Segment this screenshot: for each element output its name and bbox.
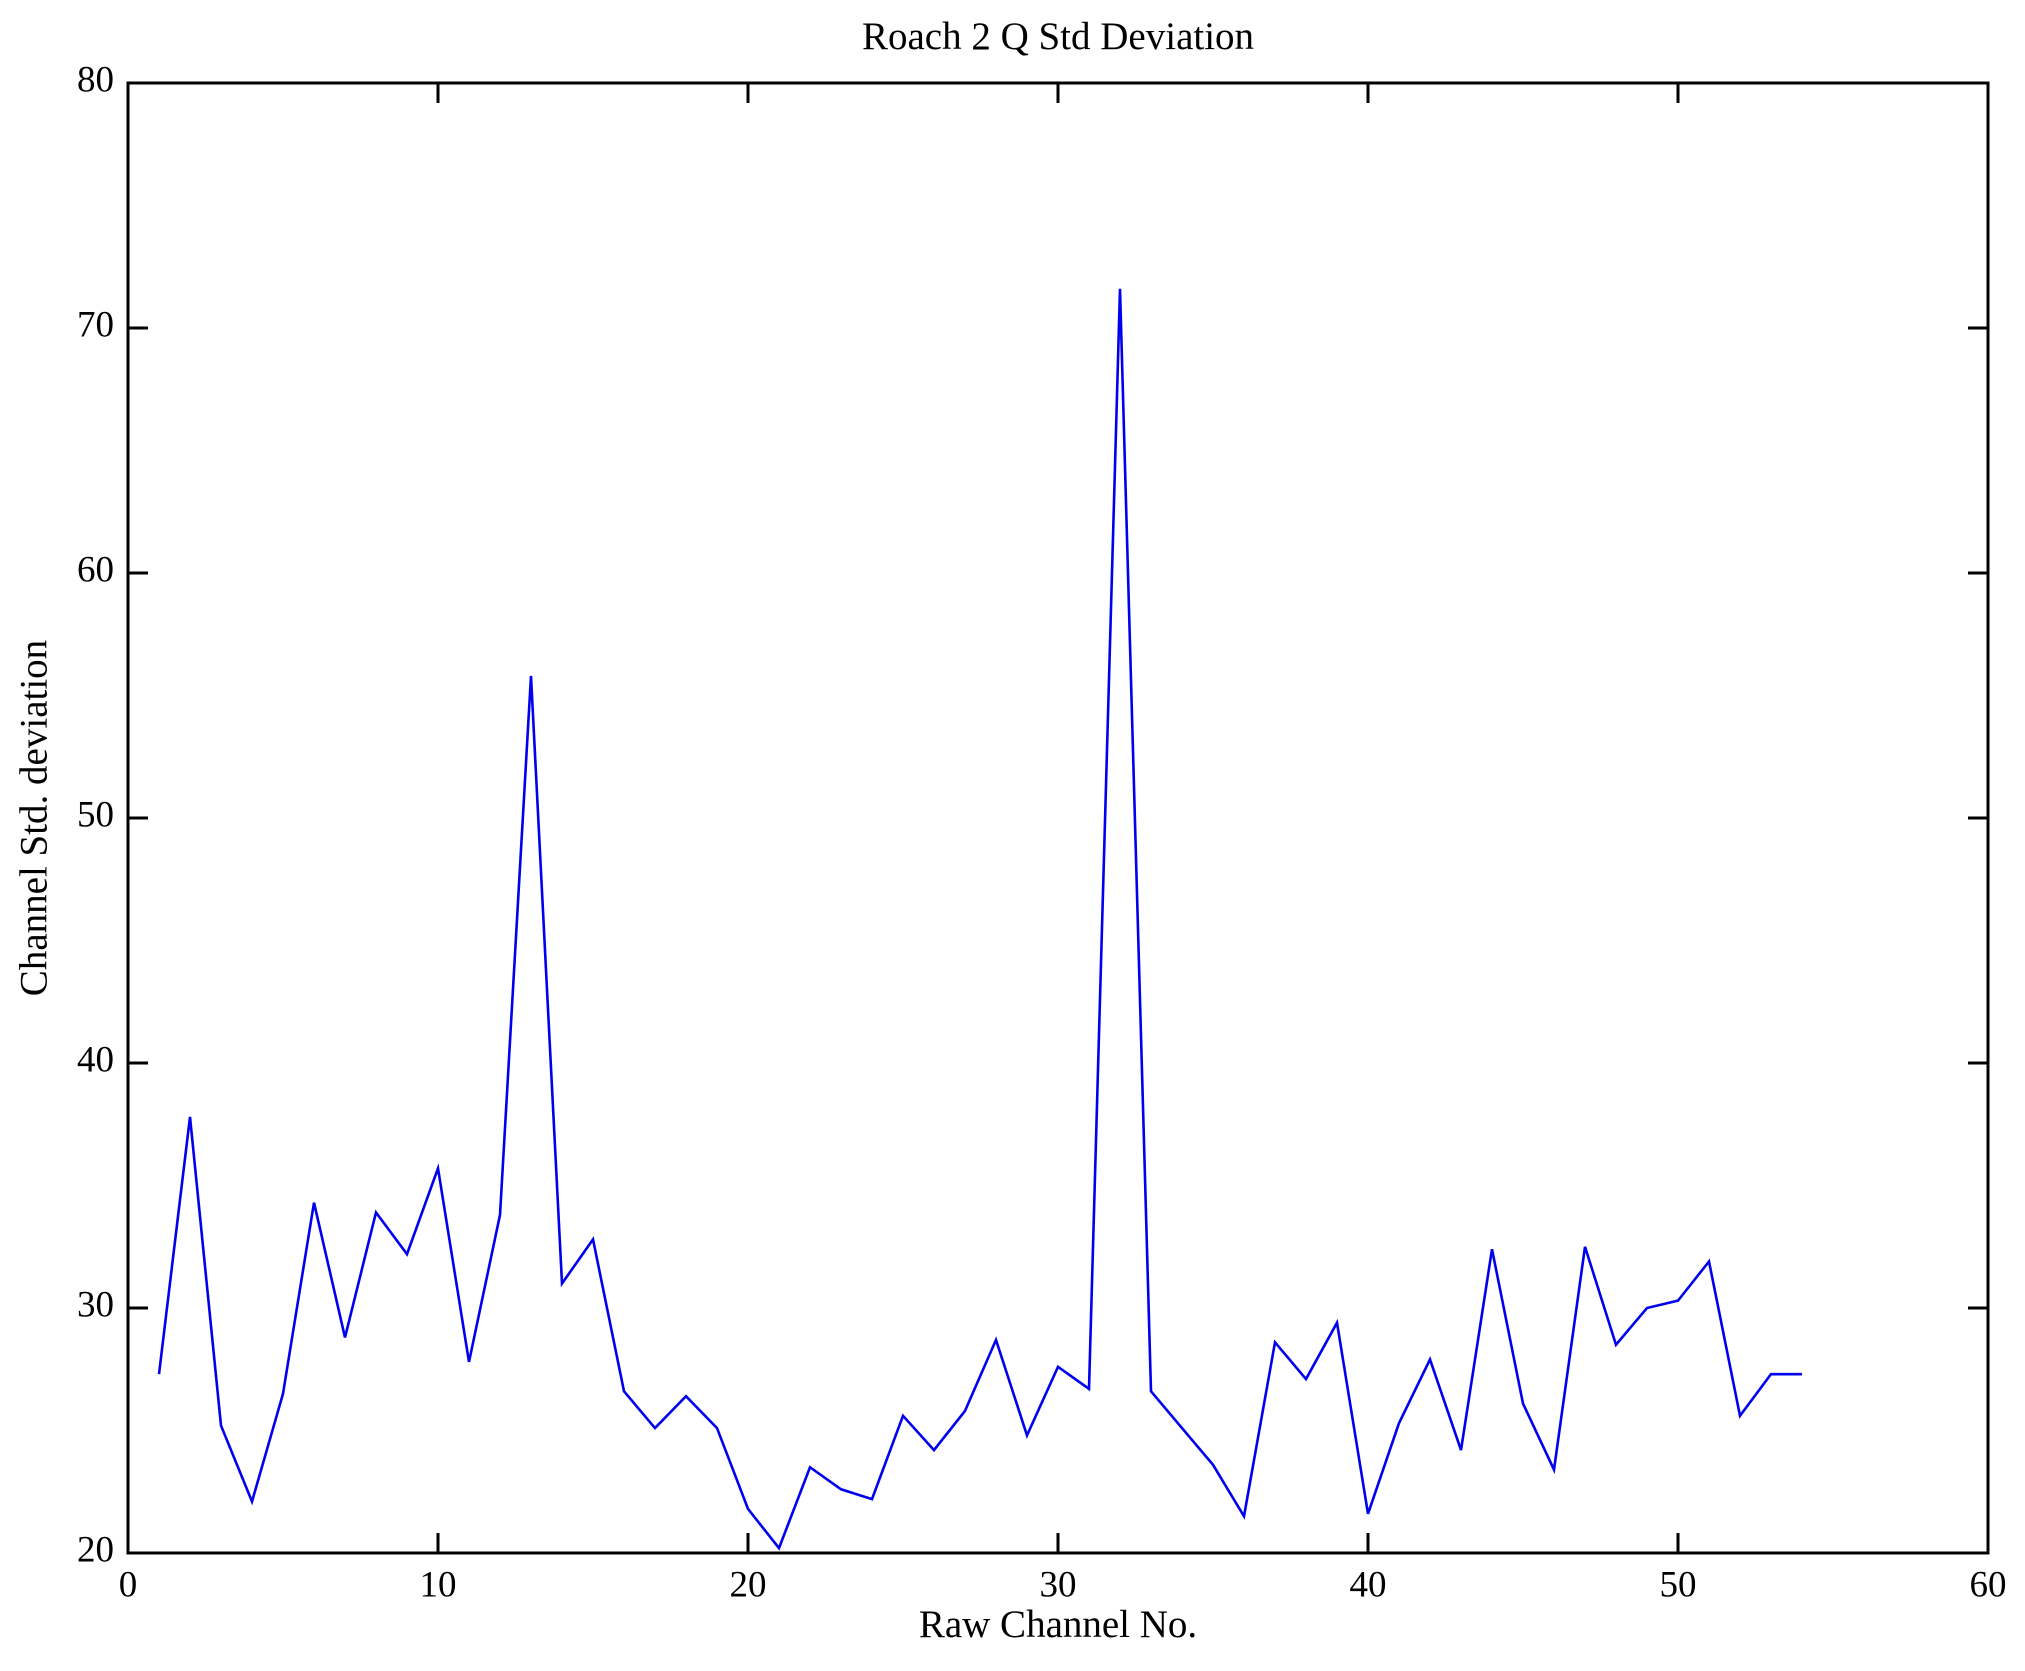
x-tick-label: 50 [1660, 1565, 1697, 1606]
chart-title: Roach 2 Q Std Deviation [861, 15, 1255, 58]
x-tick-label: 40 [1350, 1565, 1387, 1606]
y-tick-label: 40 [77, 1039, 114, 1080]
y-tick-label: 30 [77, 1284, 114, 1325]
x-axis-label: Raw Channel No. [918, 1603, 1198, 1646]
y-tick-label: 50 [77, 794, 114, 835]
x-tick-label: 20 [730, 1565, 767, 1606]
y-tick-label: 80 [77, 59, 114, 100]
y-tick-label: 20 [77, 1529, 114, 1570]
y-axis-label: Channel Std. deviation [12, 639, 56, 997]
x-tick-label: 0 [119, 1565, 138, 1606]
y-tick-label: 60 [77, 549, 114, 590]
x-tick-label: 10 [420, 1565, 457, 1606]
data-line [157, 288, 1802, 1551]
x-tick-label: 30 [1040, 1565, 1077, 1606]
axes-box [126, 81, 1990, 1555]
y-tick-label: 70 [77, 304, 114, 345]
x-tick-label: 60 [1970, 1565, 2007, 1606]
